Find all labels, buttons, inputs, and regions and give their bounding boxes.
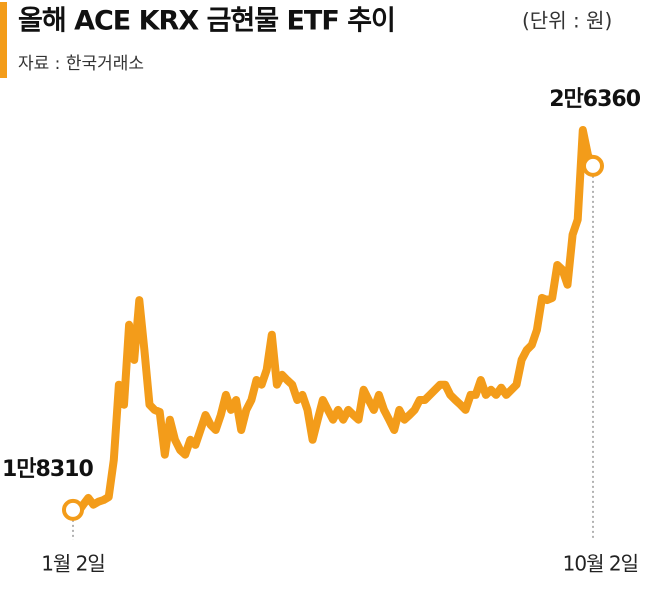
point-marker [62, 498, 84, 521]
x-tick-label: 10월 2일 [563, 552, 638, 576]
chart-title: 올해 ACE KRX 금현물 ETF 추이 [18, 6, 395, 37]
line [69, 126, 597, 516]
unit-note: (단위 : 원) [522, 9, 612, 33]
point-marker [582, 154, 604, 177]
value-label: 1만8310 [2, 457, 93, 482]
value-label: 2만6360 [549, 87, 640, 112]
source: 자료 : 한국거래소 [18, 54, 144, 74]
accent-bar [0, 2, 7, 78]
x-tick-label: 1월 2일 [41, 552, 105, 576]
